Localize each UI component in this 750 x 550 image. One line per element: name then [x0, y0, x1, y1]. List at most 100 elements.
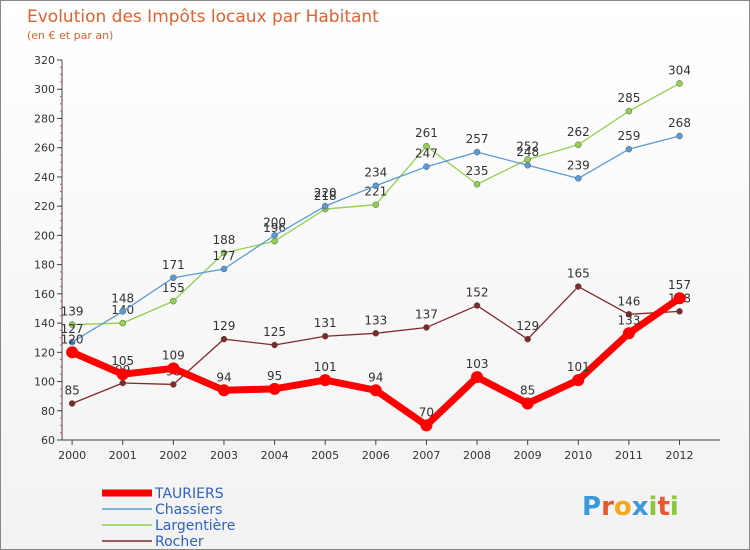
data-label: 70 — [419, 405, 434, 419]
y-tick-label: 280 — [34, 112, 55, 125]
data-label: 248 — [516, 145, 539, 159]
y-tick-label: 260 — [34, 142, 55, 155]
data-point — [116, 368, 129, 381]
logo-letter: r — [601, 492, 614, 522]
data-label: 120 — [61, 332, 84, 346]
data-label: 155 — [162, 281, 185, 295]
data-point — [217, 384, 230, 397]
data-label: 148 — [111, 291, 134, 305]
data-label: 257 — [466, 132, 489, 146]
data-label: 304 — [668, 63, 691, 77]
data-point — [676, 80, 683, 87]
legend-item: TAURIERS — [102, 486, 224, 502]
data-label: 85 — [520, 383, 535, 397]
data-label: 129 — [516, 319, 539, 333]
data-point — [170, 274, 177, 282]
y-tick-label: 320 — [34, 54, 55, 67]
data-label: 247 — [415, 147, 438, 161]
y-tick-label: 300 — [34, 83, 55, 96]
y-tick-label: 160 — [34, 288, 55, 301]
data-label: 177 — [213, 249, 236, 263]
y-tick-label: 240 — [34, 171, 55, 184]
data-point — [625, 311, 633, 318]
x-tick-label: 2004 — [261, 449, 289, 462]
y-tick-label: 60 — [41, 434, 55, 447]
data-label: 105 — [111, 354, 134, 368]
x-tick-label: 2002 — [159, 449, 187, 462]
y-tick-label: 180 — [34, 259, 55, 272]
data-point — [575, 283, 582, 290]
data-label: 101 — [567, 360, 590, 374]
y-tick-label: 80 — [41, 405, 55, 418]
data-label: 133 — [617, 313, 640, 327]
data-point — [372, 330, 380, 337]
data-label: 103 — [466, 357, 489, 371]
data-point — [372, 182, 380, 189]
data-label: 234 — [364, 166, 387, 180]
data-label: 146 — [617, 294, 640, 308]
data-label: 133 — [364, 313, 387, 327]
data-label: 261 — [415, 126, 438, 140]
data-label: 165 — [567, 267, 590, 281]
data-point — [68, 321, 76, 328]
data-point — [268, 382, 281, 395]
data-point — [119, 319, 126, 327]
data-label: 220 — [314, 186, 337, 200]
x-tick-label: 2010 — [564, 449, 592, 462]
data-point — [625, 145, 633, 153]
data-label: 268 — [668, 116, 691, 130]
data-point — [271, 237, 278, 245]
series-layer: 8599981291251311331371521291651461481391… — [61, 63, 691, 432]
data-label: 171 — [162, 258, 185, 272]
x-tick-label: 2007 — [412, 449, 440, 462]
data-point — [575, 141, 582, 149]
data-label: 129 — [213, 319, 236, 333]
chart-subtitle: (en € et par an) — [27, 29, 113, 42]
data-point — [423, 142, 430, 150]
logo-letter: i — [649, 492, 658, 522]
data-point — [119, 379, 126, 387]
data-point — [170, 381, 177, 388]
x-tick-label: 2001 — [109, 449, 137, 462]
data-point — [68, 338, 76, 346]
data-label: 252 — [516, 139, 539, 153]
data-label: 218 — [314, 189, 337, 203]
data-point — [622, 327, 635, 340]
legend-label: Chassiers — [155, 502, 222, 518]
data-point — [473, 148, 481, 156]
data-label: 235 — [466, 164, 489, 178]
legend-label: TAURIERS — [154, 486, 224, 502]
data-label: 95 — [267, 369, 282, 383]
logo-letter: i — [670, 492, 679, 522]
y-tick-label: 200 — [34, 229, 55, 242]
x-tick-label: 2006 — [362, 449, 390, 462]
data-point — [321, 332, 329, 340]
proxiti-wordmark: Proxiti — [582, 492, 679, 522]
data-point — [119, 308, 126, 315]
legend-label: Rocher — [155, 534, 204, 550]
data-point — [521, 397, 534, 410]
data-label: 259 — [617, 129, 640, 143]
data-point — [572, 374, 585, 387]
data-point — [420, 419, 433, 432]
data-point — [321, 202, 329, 210]
data-label: 285 — [617, 91, 640, 105]
data-point — [575, 175, 582, 182]
data-point — [676, 308, 683, 315]
logo-letter: t — [657, 492, 669, 522]
x-tick-label: 2012 — [666, 449, 694, 462]
y-tick-label: 220 — [34, 200, 55, 213]
data-label: 152 — [466, 286, 489, 300]
data-point — [220, 249, 228, 257]
data-label: 127 — [61, 322, 84, 336]
legend-label: Largentière — [155, 518, 235, 534]
data-label: 137 — [415, 307, 438, 321]
data-point — [673, 292, 686, 305]
data-label: 157 — [668, 278, 691, 292]
data-point — [524, 161, 531, 169]
data-point — [170, 297, 177, 305]
data-point — [372, 201, 380, 208]
